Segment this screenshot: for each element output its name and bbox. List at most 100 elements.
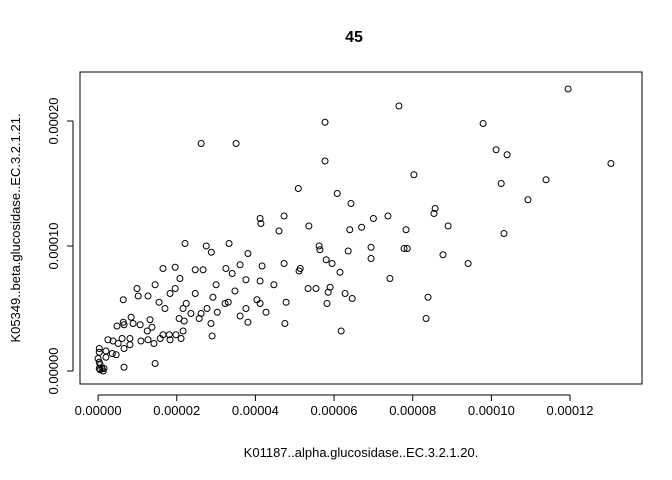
point xyxy=(305,222,313,230)
point xyxy=(180,317,188,325)
point xyxy=(464,260,472,267)
point xyxy=(224,298,232,306)
point xyxy=(208,332,216,340)
point xyxy=(118,335,126,342)
point xyxy=(176,275,184,282)
point xyxy=(133,285,141,292)
point xyxy=(242,276,250,284)
point xyxy=(143,327,151,335)
point xyxy=(120,363,128,371)
point xyxy=(221,300,229,307)
point xyxy=(322,256,330,264)
point xyxy=(316,246,324,254)
point xyxy=(395,102,403,110)
point xyxy=(94,355,102,362)
point xyxy=(236,261,244,269)
point xyxy=(256,300,264,307)
point xyxy=(430,210,438,217)
point xyxy=(295,267,303,275)
point xyxy=(136,321,144,329)
point xyxy=(369,215,377,222)
point xyxy=(256,277,264,285)
point xyxy=(282,298,290,306)
x-axis-label: K01187..alpha.glucosidase..EC.3.2.1.20. xyxy=(244,445,479,460)
point xyxy=(126,341,134,349)
point xyxy=(191,266,199,274)
point xyxy=(439,251,447,259)
point xyxy=(96,361,104,369)
point xyxy=(225,240,233,247)
point xyxy=(120,321,128,329)
point xyxy=(410,171,418,179)
point xyxy=(179,305,187,312)
point xyxy=(100,365,108,372)
point xyxy=(191,290,199,297)
point xyxy=(148,323,156,331)
point xyxy=(337,327,345,335)
x-tick-label: 0.00008 xyxy=(389,403,436,418)
point xyxy=(236,312,244,320)
point xyxy=(542,176,550,184)
point xyxy=(344,247,352,255)
point xyxy=(258,262,266,270)
point xyxy=(607,160,615,167)
point xyxy=(177,335,185,342)
point xyxy=(367,255,375,262)
x-tick-label: 0.00012 xyxy=(547,403,594,418)
y-tick-label: 0.00010 xyxy=(46,223,61,270)
point xyxy=(275,227,283,235)
point xyxy=(444,222,452,230)
point xyxy=(195,315,203,322)
point xyxy=(161,305,169,312)
point xyxy=(348,295,356,302)
point xyxy=(321,157,329,165)
point xyxy=(146,316,154,324)
point xyxy=(202,242,210,250)
y-axis-label: K05349..beta.glucosidase..EC.3.2.1.21. xyxy=(8,113,23,342)
point xyxy=(222,265,230,272)
chart-title: 45 xyxy=(345,29,363,46)
point xyxy=(346,226,354,234)
point xyxy=(384,212,392,220)
point xyxy=(424,293,432,301)
point xyxy=(151,360,159,367)
point xyxy=(270,281,278,289)
point xyxy=(156,335,164,342)
point xyxy=(209,293,217,301)
point xyxy=(129,320,137,327)
point xyxy=(134,292,142,300)
point xyxy=(232,140,240,147)
point xyxy=(155,298,163,306)
point xyxy=(479,120,487,127)
point xyxy=(315,242,323,250)
point xyxy=(312,285,320,292)
point xyxy=(166,336,174,344)
point xyxy=(126,335,134,342)
x-tick-label: 0.00010 xyxy=(468,403,515,418)
point xyxy=(324,288,332,296)
point xyxy=(119,296,127,304)
point xyxy=(524,196,532,204)
point xyxy=(120,345,128,352)
point xyxy=(112,351,120,359)
point xyxy=(403,245,411,252)
x-tick-label: 0.00006 xyxy=(311,403,358,418)
point xyxy=(400,245,408,252)
point xyxy=(151,281,159,289)
point xyxy=(108,350,116,357)
point xyxy=(336,268,344,276)
point xyxy=(172,331,180,339)
point xyxy=(492,146,500,154)
point xyxy=(197,140,205,147)
point xyxy=(182,300,190,307)
point xyxy=(150,340,158,347)
point xyxy=(341,290,349,297)
point xyxy=(281,320,289,327)
point xyxy=(104,336,112,344)
point xyxy=(187,310,195,317)
point xyxy=(367,243,375,251)
y-tick-label: 0.00000 xyxy=(46,348,61,395)
point xyxy=(347,200,355,207)
point xyxy=(181,240,189,247)
point xyxy=(144,336,152,344)
